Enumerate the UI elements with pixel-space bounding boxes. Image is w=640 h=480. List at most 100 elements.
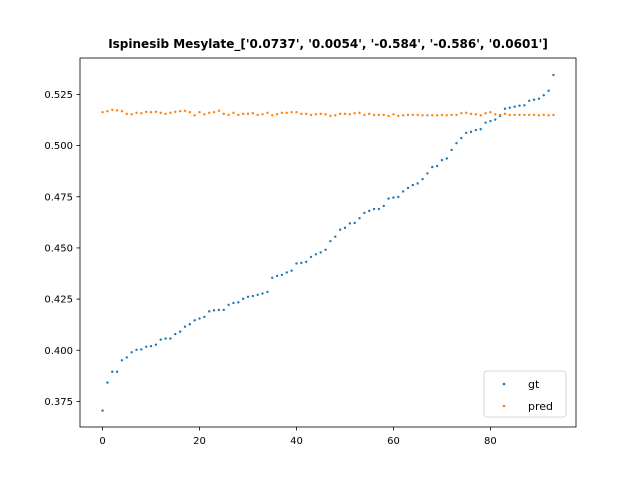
data-point-gt	[212, 309, 216, 312]
data-point-pred	[241, 112, 245, 116]
data-point-pred	[401, 114, 405, 117]
data-point-pred	[130, 113, 133, 116]
data-point-pred	[174, 110, 177, 114]
data-point-gt	[377, 207, 381, 211]
data-point-pred	[144, 110, 148, 114]
data-point-pred	[445, 114, 448, 117]
data-point-gt	[183, 325, 187, 328]
y-tick-label: 0.500	[44, 141, 73, 152]
legend-marker-gt	[502, 382, 506, 386]
data-point-gt	[246, 295, 250, 299]
data-point-pred	[431, 114, 434, 117]
data-point-pred	[164, 112, 167, 116]
axes-frame	[79, 57, 577, 428]
data-point-pred	[324, 113, 327, 116]
data-point-pred	[494, 113, 497, 116]
data-point-gt	[309, 255, 313, 259]
data-point-pred	[304, 112, 308, 116]
data-point-pred	[440, 113, 444, 117]
data-point-gt	[406, 186, 410, 190]
data-point-gt	[469, 130, 473, 134]
data-point-gt	[188, 323, 192, 326]
data-point-pred	[392, 113, 395, 116]
legend-marker-pred	[502, 404, 506, 408]
data-point-gt	[426, 172, 429, 175]
data-point-pred	[149, 111, 153, 114]
legend: gt pred	[483, 370, 567, 418]
data-point-pred	[508, 113, 512, 117]
data-point-pred	[183, 109, 187, 113]
data-point-pred	[111, 108, 114, 111]
data-point-pred	[334, 114, 337, 117]
x-tick-label: 0	[99, 436, 105, 447]
data-point-gt	[261, 292, 264, 295]
data-point-gt	[285, 271, 288, 274]
data-point-pred	[377, 113, 381, 117]
data-point-gt	[135, 348, 138, 352]
data-point-pred	[203, 113, 206, 116]
data-point-gt	[227, 303, 230, 307]
x-tick-label: 60	[387, 436, 400, 447]
plot-area	[101, 73, 555, 412]
data-point-gt	[208, 310, 211, 313]
data-point-gt	[547, 89, 550, 92]
data-point-pred	[411, 113, 415, 117]
data-point-gt	[280, 273, 284, 277]
data-point-gt	[435, 164, 439, 168]
data-point-pred	[338, 112, 342, 116]
data-point-pred	[125, 112, 128, 116]
data-point-pred	[285, 111, 288, 115]
data-point-gt	[445, 157, 448, 160]
data-point-pred	[246, 112, 250, 116]
x-tick-label: 20	[193, 436, 206, 447]
y-tick-label: 0.475	[44, 192, 73, 203]
y-axis: 0.375 0.400 0.425 0.450 0.475 0.500 0.525	[44, 90, 80, 408]
data-point-gt	[431, 165, 434, 169]
data-point-gt	[513, 105, 516, 108]
data-point-pred	[469, 112, 473, 116]
data-point-gt	[217, 308, 221, 312]
data-point-pred	[484, 112, 487, 115]
data-point-pred	[237, 113, 240, 117]
data-point-gt	[421, 177, 424, 181]
data-point-gt	[154, 343, 158, 346]
data-point-gt	[503, 107, 507, 110]
data-point-gt	[416, 182, 419, 185]
data-point-pred	[280, 111, 284, 115]
data-point-pred	[319, 112, 322, 116]
data-point-gt	[198, 317, 201, 320]
data-point-gt	[464, 131, 468, 135]
data-point-gt	[372, 207, 376, 211]
data-point-gt	[237, 301, 240, 304]
data-point-pred	[266, 111, 269, 115]
data-point-gt	[455, 141, 458, 145]
data-point-gt	[542, 94, 545, 97]
data-point-gt	[450, 148, 453, 152]
data-point-pred	[416, 113, 419, 117]
data-point-pred	[382, 113, 385, 117]
data-point-gt	[353, 221, 356, 225]
data-point-pred	[154, 110, 158, 114]
data-point-gt	[314, 253, 318, 256]
data-point-gt	[271, 276, 274, 280]
data-point-gt	[343, 226, 347, 230]
data-point-pred	[309, 113, 313, 117]
data-point-gt	[232, 301, 235, 305]
data-point-gt	[290, 269, 293, 272]
data-point-gt	[140, 348, 143, 351]
data-point-pred	[101, 111, 104, 114]
data-point-gt	[494, 118, 497, 121]
data-point-gt	[324, 248, 327, 251]
data-point-pred	[232, 111, 235, 115]
data-point-gt	[348, 222, 352, 225]
data-point-pred	[435, 114, 439, 117]
data-point-pred	[120, 110, 124, 113]
data-point-gt	[164, 337, 167, 340]
data-point-gt	[266, 290, 269, 294]
data-point-pred	[256, 113, 259, 117]
data-point-gt	[387, 197, 390, 200]
data-point-pred	[426, 114, 429, 117]
data-point-gt	[334, 235, 337, 238]
data-point-pred	[314, 113, 318, 116]
data-point-pred	[208, 111, 211, 115]
